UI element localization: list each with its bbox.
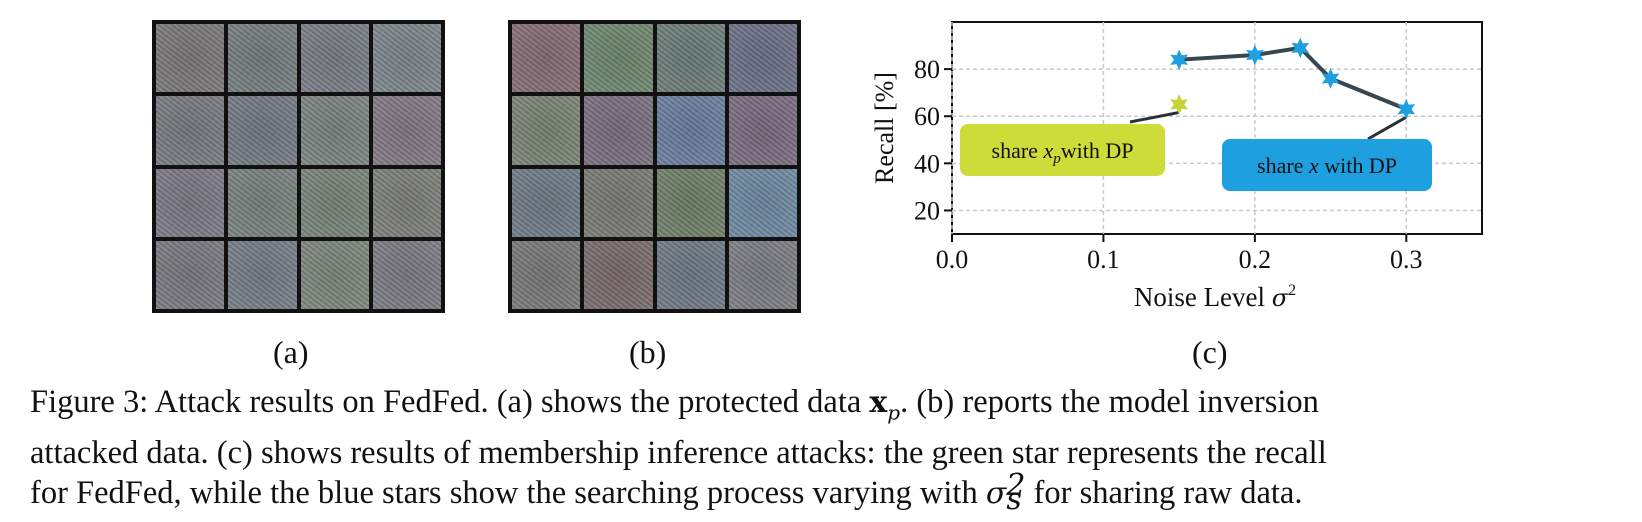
y-tick-label: 20	[914, 196, 940, 225]
inverted-tile	[728, 96, 797, 165]
protected-tile	[228, 168, 297, 237]
inverted-tile	[728, 168, 797, 237]
protected-tile	[300, 240, 369, 309]
inverted-data-grid	[508, 20, 801, 313]
protected-tile	[300, 24, 369, 93]
green-callout-box	[960, 124, 1165, 176]
green-star-marker	[1170, 94, 1188, 115]
inverted-tile	[728, 24, 797, 93]
inverted-tile	[584, 24, 653, 93]
blue-callout-text: share x with DP	[1257, 153, 1397, 178]
markers	[1170, 37, 1416, 120]
blue-callout-pointer	[1367, 115, 1408, 141]
inverted-tile	[656, 24, 725, 93]
inverted-tile	[584, 96, 653, 165]
x-tick-label: 0.1	[1087, 245, 1120, 274]
protected-tile	[156, 24, 225, 93]
blue-callout-box	[1222, 139, 1432, 191]
panel-c-label: (c)	[1192, 334, 1228, 370]
caption-line-2: attacked data. (c) shows results of memb…	[30, 434, 1327, 471]
protected-tile	[372, 96, 441, 165]
blue-star-marker	[1246, 44, 1264, 66]
protected-tile	[156, 240, 225, 309]
protected-tile	[228, 96, 297, 165]
inverted-tile	[728, 240, 797, 309]
protected-tile	[156, 168, 225, 237]
y-tick-label: 60	[914, 102, 940, 131]
blue-star-marker	[1321, 68, 1340, 89]
inverted-tile	[584, 168, 653, 237]
x-axis-label: Noise Level σ2	[1134, 282, 1296, 312]
inverted-tile	[656, 240, 725, 309]
inverted-tile	[584, 240, 653, 309]
protected-tile	[156, 96, 225, 165]
protected-tile	[228, 240, 297, 309]
y-tick-label: 40	[914, 149, 940, 178]
callouts: share xpwith DP share x with DP	[960, 110, 1432, 191]
protected-tile	[300, 96, 369, 165]
protected-tile	[372, 168, 441, 237]
caption-line-3: for FedFed, while the blue stars show th…	[30, 468, 1303, 518]
panel-b-label: (b)	[629, 334, 667, 370]
green-callout-pointer	[1129, 110, 1180, 124]
protected-tile	[228, 24, 297, 93]
axis-ticks: 0.0 0.1 0.2 0.3 20 40 60 80	[914, 55, 1423, 274]
inverted-tile	[512, 24, 581, 93]
panel-a-label: (a)	[273, 334, 309, 370]
caption-line-1: Figure 3: Attack results on FedFed. (a) …	[30, 384, 1319, 425]
inverted-tile	[656, 96, 725, 165]
inverted-tile	[512, 240, 581, 309]
protected-data-grid	[152, 20, 445, 313]
blue-star-marker	[1397, 98, 1416, 120]
protected-tile	[372, 24, 441, 93]
inverted-tile	[512, 96, 581, 165]
x-tick-label: 0.3	[1390, 245, 1423, 274]
blue-star-marker	[1170, 49, 1188, 70]
y-axis-label: Recall [%]	[870, 72, 899, 184]
inverted-tile	[656, 168, 725, 237]
x-tick-label: 0.0	[936, 245, 969, 274]
inverted-tile	[512, 168, 581, 237]
x-tick-label: 0.2	[1239, 245, 1272, 274]
figure-caption: Figure 3: Attack results on FedFed. (a) …	[30, 382, 1630, 518]
y-tick-label: 80	[914, 55, 940, 84]
blue-star-marker	[1291, 37, 1310, 59]
green-callout-text: share xpwith DP	[992, 138, 1134, 167]
protected-tile	[300, 168, 369, 237]
protected-tile	[372, 240, 441, 309]
